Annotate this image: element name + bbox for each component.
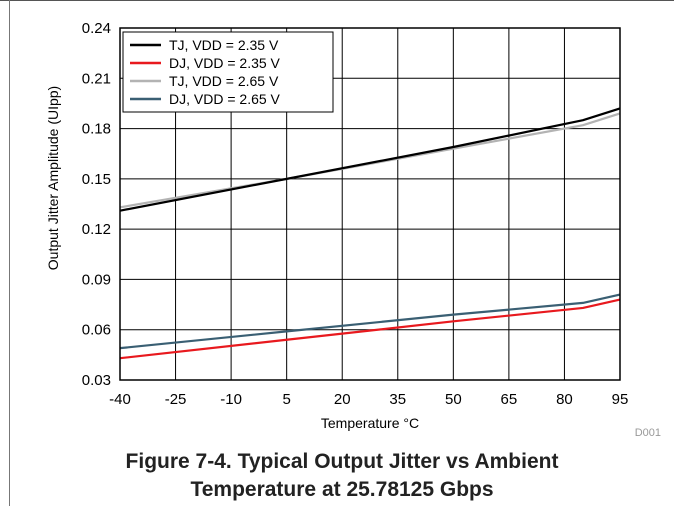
series-line-2 xyxy=(119,298,621,360)
y-tick-label: 0.09 xyxy=(82,271,111,288)
figure-caption: Figure 7-4. Typical Output Jitter vs Amb… xyxy=(10,448,674,504)
legend-label: TJ, VDD = 2.35 V xyxy=(169,37,279,53)
series-line-1 xyxy=(119,107,621,212)
x-tick-label: 65 xyxy=(501,391,518,408)
y-tick-label: 0.03 xyxy=(82,372,111,389)
y-axis-title: Output Jitter Amplitude (UIpp) xyxy=(45,86,61,270)
legend-label: DJ, VDD = 2.65 V xyxy=(169,91,281,107)
y-tick-label: 0.06 xyxy=(82,322,111,339)
y-tick-label: 0.18 xyxy=(82,121,111,138)
x-tick-label: -10 xyxy=(220,391,242,408)
figure-code: D001 xyxy=(635,427,661,439)
x-tick-label: 5 xyxy=(282,391,290,408)
y-tick-label: 0.21 xyxy=(82,70,111,87)
x-tick-label: 20 xyxy=(334,391,351,408)
y-tick-labels: 0.03 0.06 0.09 0.12 0.15 0.18 0.21 0.24 xyxy=(82,20,111,389)
y-tick-label: 0.15 xyxy=(82,171,111,188)
frame-top-border xyxy=(0,0,674,1)
frame-left-border xyxy=(9,0,10,506)
plot-border xyxy=(119,27,621,381)
x-tick-labels: -40 -25 -10 5 20 35 50 65 80 95 xyxy=(109,391,628,408)
y-tick-label: 0.24 xyxy=(82,20,111,37)
series-lines xyxy=(119,107,621,360)
legend-label: TJ, VDD = 2.65 V xyxy=(169,73,279,89)
legend-label: DJ, VDD = 2.35 V xyxy=(169,55,281,71)
x-axis-title: Temperature °C xyxy=(321,415,419,431)
x-tick-label: 80 xyxy=(556,391,573,408)
y-tick-label: 0.12 xyxy=(82,221,111,238)
legend: TJ, VDD = 2.35 V DJ, VDD = 2.35 V TJ, VDD … xyxy=(122,31,334,113)
caption-line-1: Figure 7-4. Typical Output Jitter vs Amb… xyxy=(125,450,559,473)
x-tick-label: -40 xyxy=(109,391,131,408)
line-chart: 0.030.060.090.120.150.180.210.24 -40 -25-… xyxy=(45,20,661,439)
x-tick-label: 50 xyxy=(445,391,462,408)
x-tick-label: -25 xyxy=(165,391,187,408)
series-line-4 xyxy=(119,293,621,350)
caption-line-2: Temperature at 25.78125 Gbps xyxy=(190,478,494,501)
x-tick-label: 95 xyxy=(612,391,629,408)
x-tick-label: 35 xyxy=(389,391,406,408)
